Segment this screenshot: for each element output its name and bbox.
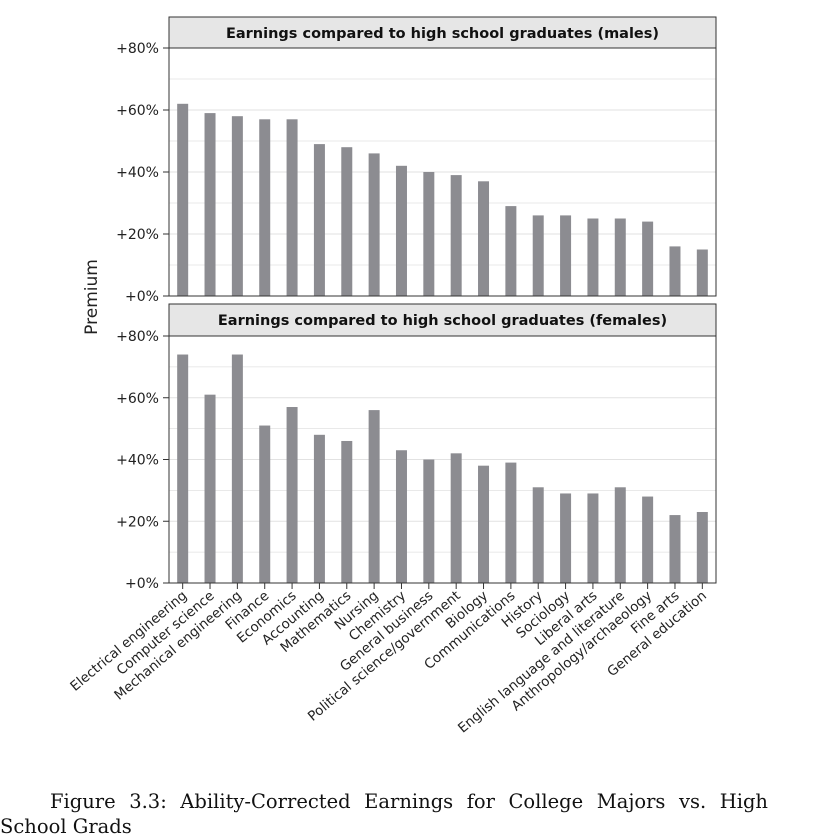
bar-females <box>505 462 517 583</box>
bar-males <box>587 218 599 296</box>
y-tick-label: +0% <box>125 576 159 592</box>
bar-males <box>259 119 271 296</box>
y-tick-label: +40% <box>116 453 159 469</box>
panel-frame <box>168 303 717 584</box>
bar-males <box>286 119 298 296</box>
bar-females <box>532 487 544 583</box>
bar-males <box>450 175 462 296</box>
bar-males <box>395 165 407 296</box>
bar-females <box>450 453 462 583</box>
bar-males <box>478 181 490 296</box>
bar-females <box>614 487 626 583</box>
y-tick-label: +20% <box>116 227 159 243</box>
bar-chart: +0% +20% +40% +60% +80% Earnings compared to … <box>67 16 717 736</box>
bar-females <box>177 354 189 583</box>
bar-females <box>669 515 681 583</box>
bar-females <box>231 354 243 583</box>
bar-females <box>587 493 599 583</box>
bar-males <box>313 144 325 296</box>
bar-females <box>368 410 380 583</box>
bar-females <box>478 465 490 583</box>
bar-females <box>313 434 325 583</box>
y-tick-label: +40% <box>116 165 159 181</box>
bar-males <box>341 147 353 296</box>
bar-males <box>204 113 216 296</box>
bar-females <box>423 459 435 583</box>
y-tick-label: +20% <box>116 514 159 530</box>
bar-males <box>177 103 189 296</box>
bar-females <box>286 407 298 583</box>
panel-frame <box>168 16 717 297</box>
bar-males <box>696 249 708 296</box>
bar-males <box>368 153 380 296</box>
panel-title: Earnings compared to high school graduat… <box>218 313 667 329</box>
bar-males <box>505 206 517 296</box>
bar-males <box>231 116 243 296</box>
y-tick-label: +60% <box>116 103 159 119</box>
bar-males <box>423 172 435 296</box>
panel-header <box>168 303 717 337</box>
bar-females <box>642 496 654 583</box>
panel-header <box>168 16 717 49</box>
bar-males <box>532 215 544 296</box>
bar-females <box>259 425 271 583</box>
y-tick-label: +80% <box>116 329 159 345</box>
bar-males <box>560 215 572 296</box>
y-tick-label: +60% <box>116 391 159 407</box>
y-tick-label: +0% <box>125 289 159 305</box>
bar-males <box>614 218 626 296</box>
figure-caption: Figure 3.3: Ability-Corrected Earnings f… <box>0 790 768 838</box>
bar-males <box>642 221 654 296</box>
panel-title: Earnings compared to high school graduat… <box>226 26 659 42</box>
bar-females <box>341 440 353 583</box>
y-tick-label: +80% <box>116 41 159 57</box>
bar-males <box>669 246 681 296</box>
bar-females <box>560 493 572 583</box>
y-axis-label: Premium <box>82 259 102 335</box>
bar-females <box>395 450 407 583</box>
bar-females <box>204 394 216 583</box>
bar-females <box>696 511 708 583</box>
